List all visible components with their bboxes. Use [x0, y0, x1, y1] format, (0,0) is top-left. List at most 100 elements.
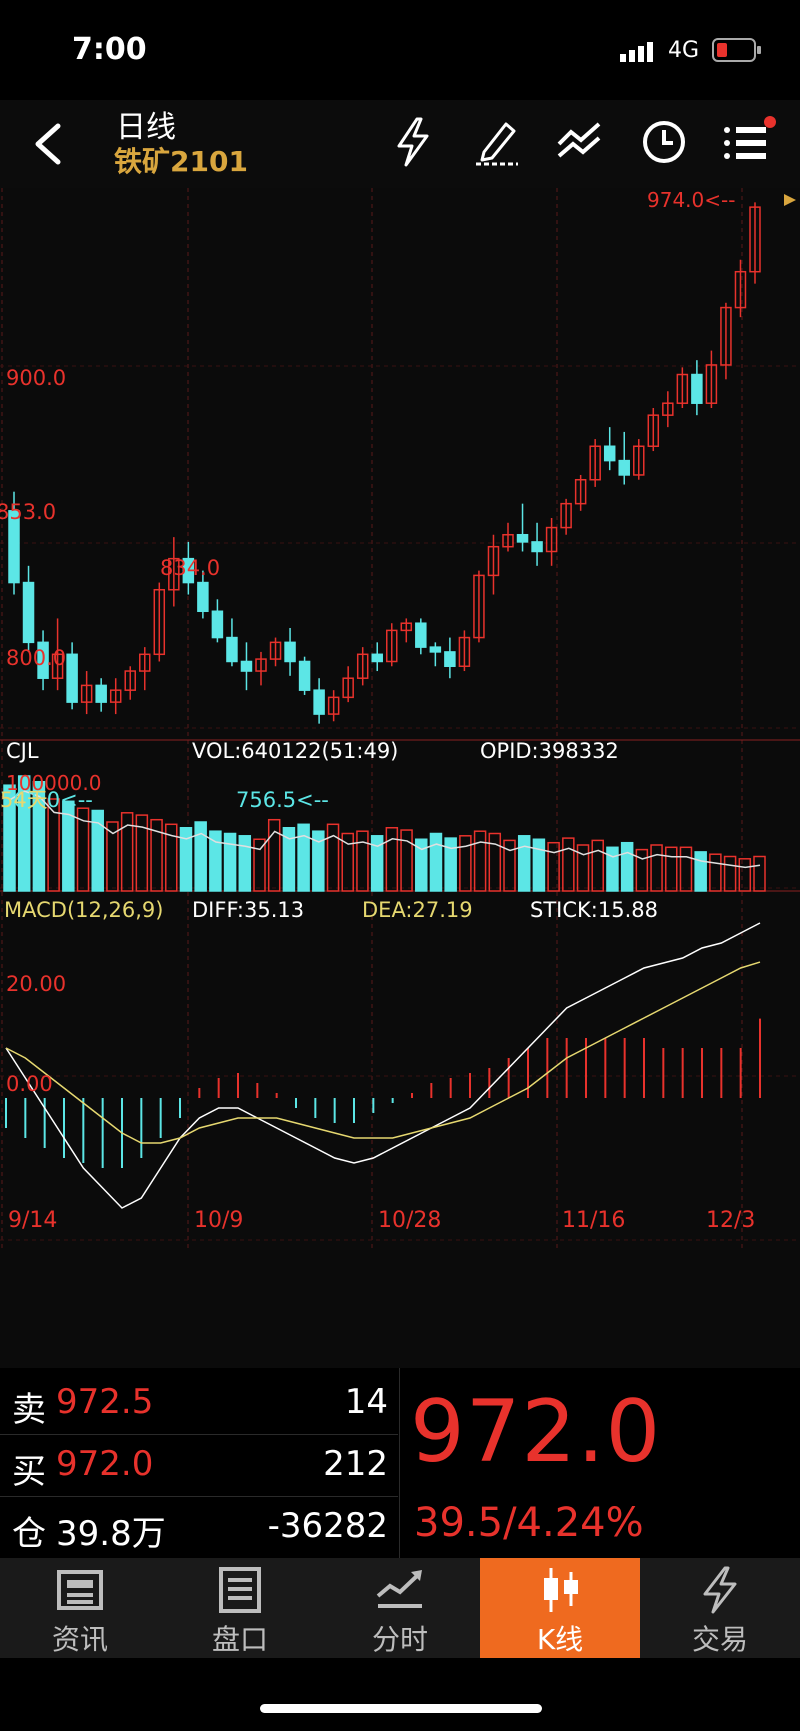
volume-bar — [620, 841, 634, 892]
back-icon[interactable] — [30, 122, 66, 166]
volume-bar — [356, 830, 369, 892]
candle-body — [8, 510, 20, 584]
candle-body — [502, 533, 514, 548]
candle-body — [720, 306, 732, 366]
candle-body — [211, 610, 224, 639]
clock-icon[interactable] — [640, 118, 688, 166]
nav-news[interactable]: 资讯 — [0, 1558, 160, 1658]
candle-body — [662, 402, 674, 416]
price-label-853: 853.0 — [0, 500, 57, 524]
volume-bar — [562, 837, 575, 892]
pencil-icon[interactable] — [472, 116, 522, 168]
nav-news-label: 资讯 — [51, 1623, 108, 1656]
volume-bar — [238, 835, 252, 892]
ask-row[interactable]: 卖 972.5 14 — [0, 1372, 398, 1435]
candle-body — [400, 622, 413, 632]
home-indicator[interactable] — [260, 1704, 542, 1713]
volume-bar — [503, 839, 516, 892]
volume-bar — [459, 835, 472, 892]
volume-bars — [3, 775, 766, 892]
network-label: 4G — [668, 38, 700, 63]
opid-value: OPID:398332 — [480, 739, 619, 763]
candle-body — [298, 660, 311, 691]
instrument-name[interactable]: 铁矿2101 — [114, 145, 248, 178]
candle-body — [240, 660, 253, 672]
candle-body — [705, 364, 718, 404]
candle-body — [80, 684, 93, 703]
menu-icon[interactable] — [720, 116, 780, 168]
oi-change: -36282 — [267, 1506, 388, 1546]
volume-bar — [282, 827, 296, 892]
volume-bar — [385, 827, 399, 892]
volume-bar — [723, 855, 737, 892]
volume-bar — [267, 818, 281, 892]
vol-value: VOL:640122(51:49) — [192, 739, 399, 763]
ma-days-label: 54天 — [0, 788, 48, 812]
candle-body — [22, 581, 35, 644]
candle-body — [37, 641, 49, 679]
volume-bar — [223, 832, 237, 892]
cjl-label: CJL — [6, 739, 39, 763]
status-time: 7:00 — [72, 32, 147, 67]
volume-bar — [606, 846, 619, 892]
candle-body — [633, 445, 645, 476]
kline-chart-area[interactable]: 900.0 853.0 800.0 974.0<-- 834.0 756.5<-… — [0, 188, 800, 1368]
volume-bar — [679, 846, 693, 892]
kline-chart[interactable] — [0, 188, 800, 1368]
volume-bar — [517, 835, 531, 892]
candle-body — [618, 459, 630, 476]
volume-bar — [326, 823, 340, 892]
lightning-icon[interactable] — [393, 116, 433, 168]
candle-body — [284, 641, 296, 663]
candlesticks — [8, 202, 761, 724]
price-change: 39.5/4.24% — [414, 1500, 644, 1546]
volume-bar — [209, 830, 222, 892]
candle-body — [255, 658, 267, 672]
volume-bar — [47, 798, 60, 892]
price-marker-icon — [784, 194, 796, 206]
candle-body — [516, 533, 529, 543]
nav-timeshare[interactable]: 分时 — [320, 1558, 480, 1658]
candle-body — [342, 677, 354, 699]
home-indicator-area — [0, 1658, 800, 1731]
ask-volume: 14 — [344, 1382, 388, 1422]
candle-body — [386, 629, 398, 663]
nav-trade-label: 交易 — [691, 1623, 748, 1656]
macd-dea-line — [5, 961, 761, 1144]
candle-body — [429, 646, 442, 653]
macd-dea-value: DEA:27.19 — [362, 898, 473, 922]
nav-orderbook-label: 盘口 — [211, 1623, 268, 1656]
bid-row[interactable]: 买 972.0 212 — [0, 1434, 398, 1497]
nav-kline[interactable]: K线 — [480, 1558, 640, 1658]
nav-kline-label: K线 — [536, 1623, 584, 1656]
volume-bar — [709, 853, 722, 892]
bid-label: 买 — [12, 1452, 46, 1492]
volume-bar — [444, 837, 457, 892]
oi-label: 仓 — [12, 1514, 46, 1554]
candle-body — [734, 270, 747, 309]
nav-timeshare-label: 分时 — [371, 1623, 428, 1656]
candle-body — [531, 541, 543, 553]
nav-orderbook[interactable]: 盘口 — [160, 1558, 320, 1658]
candle-body — [574, 478, 587, 505]
oi-value: 39.8万 — [56, 1514, 166, 1554]
volume-bar — [179, 827, 193, 892]
volume-bar — [253, 838, 266, 892]
candle-body — [95, 684, 107, 703]
nav-trade[interactable]: 交易 — [640, 1558, 800, 1658]
price-label-900: 900.0 — [6, 366, 67, 390]
ask-label: 卖 — [12, 1390, 46, 1430]
volume-bar — [753, 855, 766, 892]
candle-body — [153, 588, 166, 656]
volume-bar — [694, 851, 707, 892]
volume-bar — [297, 823, 310, 892]
candle-body — [458, 636, 471, 668]
volume-bar — [591, 839, 604, 892]
candle-body — [313, 689, 325, 715]
date-label-5: 12/3 — [706, 1208, 756, 1233]
draw-lines-icon[interactable] — [555, 118, 605, 166]
macd-label-0: 0.00 — [6, 1072, 53, 1096]
volume-bar — [165, 823, 178, 892]
candle-body — [647, 414, 660, 448]
volume-bar — [32, 781, 46, 892]
